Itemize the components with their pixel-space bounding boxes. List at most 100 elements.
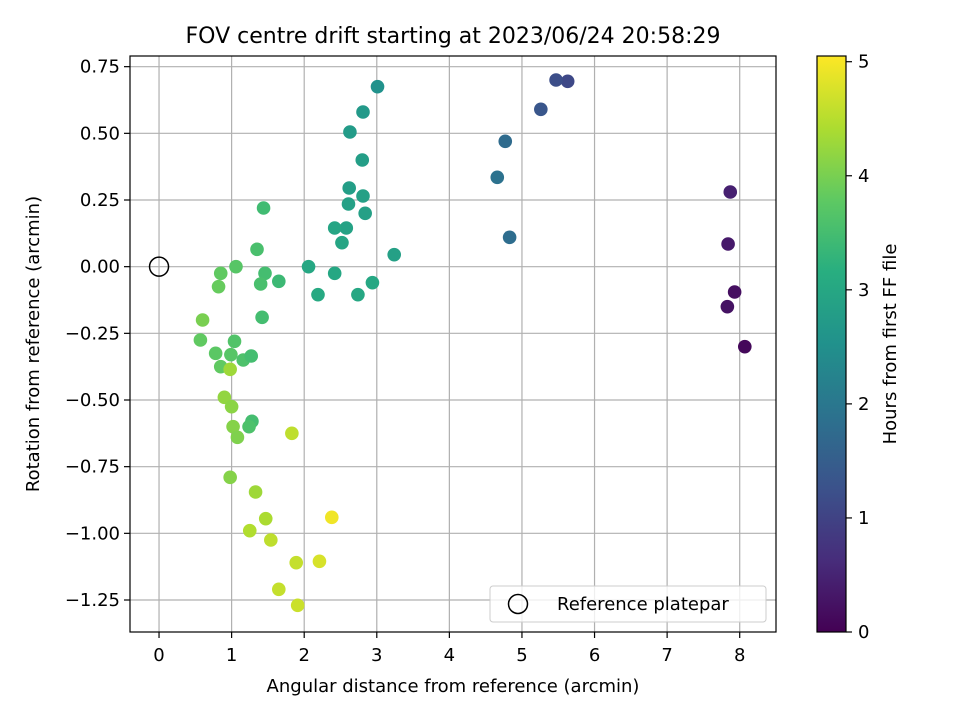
- x-tick-label: 6: [589, 645, 600, 666]
- x-tick-label: 0: [153, 645, 164, 666]
- data-point: [549, 73, 563, 87]
- data-point: [327, 221, 342, 235]
- data-point: [193, 333, 208, 347]
- data-point: [242, 523, 257, 538]
- data-point: [208, 346, 223, 361]
- y-tick-label: 0.75: [80, 57, 120, 78]
- y-tick-label: −1.25: [65, 590, 120, 611]
- data-point: [498, 134, 513, 149]
- data-point: [224, 347, 238, 362]
- data-point: [258, 511, 273, 526]
- data-point: [213, 266, 228, 281]
- data-point: [335, 235, 349, 250]
- colorbar-label: Hours from first FF file: [880, 244, 901, 445]
- data-point: [289, 555, 304, 570]
- data-point: [271, 274, 286, 289]
- colorbar-frame: [816, 55, 847, 633]
- colorbar-tick-label: 5: [858, 52, 869, 73]
- data-point: [223, 362, 237, 377]
- data-point: [250, 242, 264, 257]
- chart-title: FOV centre drift starting at 2023/06/24 …: [186, 24, 721, 49]
- data-point: [534, 102, 548, 117]
- y-tick-label: −0.25: [65, 323, 120, 344]
- colorbar-gradient: [817, 56, 846, 632]
- data-point: [312, 554, 327, 569]
- data-point: [211, 279, 226, 294]
- data-point: [253, 277, 268, 291]
- data-point: [217, 390, 232, 405]
- data-point: [727, 285, 742, 299]
- y-tick-label: 0.25: [80, 190, 120, 211]
- data-point: [258, 266, 272, 281]
- x-tick-label: 5: [516, 645, 527, 666]
- data-point: [356, 105, 370, 119]
- legend-reference-label: Reference platepar: [557, 594, 729, 615]
- data-point: [244, 349, 259, 363]
- legend-reference-marker: [507, 593, 529, 615]
- y-tick-label: 0.00: [80, 257, 120, 278]
- x-axis-label: Angular distance from reference (arcmin): [267, 676, 640, 697]
- y-tick-label: −0.50: [65, 390, 120, 411]
- x-tick-label: 1: [226, 645, 237, 666]
- data-point: [370, 79, 385, 94]
- data-point: [223, 470, 237, 485]
- legend-box: [489, 585, 767, 623]
- colorbar-tick-label: 4: [858, 166, 869, 187]
- data-point: [271, 582, 286, 597]
- data-point: [327, 266, 342, 281]
- data-point: [290, 598, 305, 613]
- x-tick-label: 8: [734, 645, 745, 666]
- data-point: [230, 430, 245, 445]
- data-point: [560, 74, 575, 89]
- data-point: [227, 334, 242, 349]
- y-axis-label: Rotation from reference (arcmin): [23, 196, 44, 492]
- colorbar-tick-label: 3: [858, 280, 869, 301]
- colorbar-ticks: 0 1 2 3 4 5: [846, 52, 869, 643]
- data-point: [721, 237, 735, 251]
- data-point: [255, 310, 269, 325]
- data-point: [502, 230, 517, 245]
- colorbar-tick-label: 0: [858, 622, 869, 643]
- data-point: [358, 206, 372, 221]
- y-tick-label: −1.00: [65, 523, 120, 544]
- data-point: [226, 419, 240, 434]
- data-point: [356, 189, 370, 203]
- data-point: [229, 259, 243, 274]
- data-point: [248, 485, 263, 499]
- y-axis-ticks: −1.25 −1.00 −0.75 −0.50 −0.25 0.00 0.25 0.50 0.7…: [65, 57, 130, 611]
- x-tick-label: 3: [371, 645, 382, 666]
- data-points: [148, 73, 752, 613]
- x-tick-label: 2: [298, 645, 309, 666]
- grid-lines: [130, 56, 776, 632]
- data-point: [324, 510, 339, 525]
- data-point: [301, 259, 316, 274]
- data-point: [343, 125, 357, 139]
- data-point: [264, 533, 278, 547]
- data-point: [311, 287, 325, 302]
- data-point: [256, 201, 271, 215]
- data-point: [723, 185, 738, 199]
- data-point: [355, 153, 370, 167]
- x-axis-ticks: 0 1 2 3 4 5 6 7 8: [153, 632, 745, 666]
- data-point: [195, 313, 210, 327]
- data-point: [224, 399, 239, 414]
- data-point: [242, 419, 256, 434]
- data-point: [737, 339, 752, 354]
- data-point: [365, 275, 380, 290]
- data-point: [342, 181, 357, 195]
- legend: Reference platepar: [489, 585, 767, 623]
- colorbar-tick-label: 1: [858, 508, 869, 529]
- data-point: [341, 197, 356, 211]
- data-point: [387, 247, 402, 262]
- data-point: [339, 221, 354, 235]
- y-tick-label: 0.50: [80, 123, 120, 144]
- colorbar: 0 1 2 3 4 5 Hours from first FF file: [816, 52, 901, 643]
- plot-frame: [129, 55, 777, 633]
- x-tick-label: 4: [444, 645, 455, 666]
- colorbar-tick-label: 2: [858, 394, 869, 415]
- reference-platepar-marker: [148, 256, 170, 277]
- data-point: [720, 299, 735, 314]
- data-point: [351, 287, 365, 302]
- x-tick-label: 7: [661, 645, 672, 666]
